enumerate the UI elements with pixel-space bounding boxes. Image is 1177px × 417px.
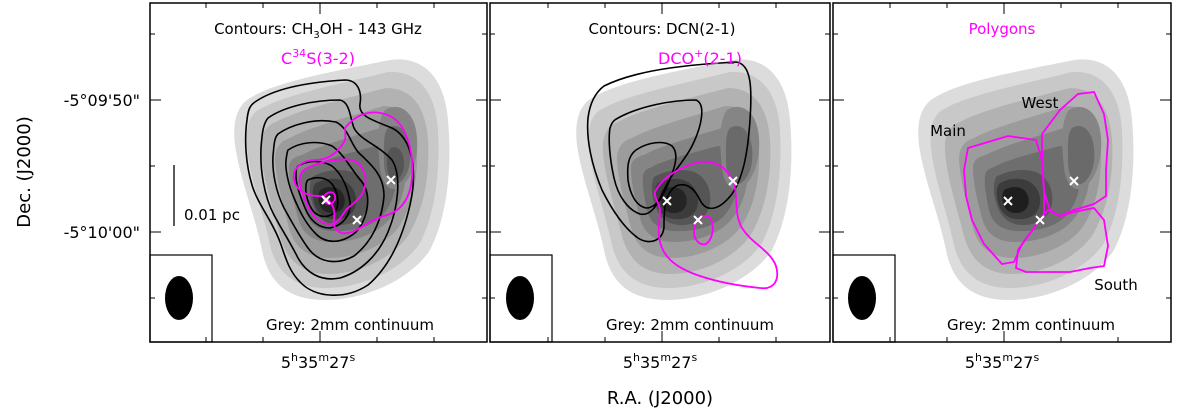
panel-left: 0.01 pc Contours: CH3OH - 143 GHz C34S(3… <box>64 2 488 372</box>
x-tick-label-right: 5h35m27s <box>965 351 1040 372</box>
y-axis-label: Dec. (J2000) <box>14 116 35 227</box>
c34s-contour-1 <box>292 111 414 235</box>
markers-middle <box>662 176 738 225</box>
marker-main-left <box>321 195 331 205</box>
y-tick-label-1: -5°09'50" <box>64 91 140 110</box>
continuum-grey-left <box>234 59 450 301</box>
ch3oh-contour-4 <box>285 141 369 243</box>
ticks-right <box>833 3 1171 342</box>
polygon-west <box>1041 91 1109 218</box>
dco-contour-2 <box>693 214 714 246</box>
beam-ellipse-right <box>848 276 876 320</box>
frame-right <box>832 2 1172 343</box>
ch3oh-contour-6 <box>305 176 339 218</box>
continuum-west-2 <box>725 126 753 185</box>
panel-right: Polygons Main West South Grey: 2mm conti… <box>832 2 1172 372</box>
ch3oh-contour-1 <box>244 79 415 296</box>
dcn-contour-1 <box>586 61 752 243</box>
frame-middle <box>489 2 831 343</box>
dcn-contour-3 <box>626 141 677 209</box>
marker-west-middle <box>728 176 738 186</box>
background-label-middle: Grey: 2mm continuum <box>606 316 774 334</box>
region-label-main: Main <box>930 122 966 140</box>
marker-south-right <box>1035 215 1045 225</box>
marker-south-middle <box>693 215 703 225</box>
continuum-west-3 <box>387 147 404 180</box>
contour-label-polygons: Polygons <box>969 20 1036 38</box>
beam-ellipse-middle <box>506 276 534 320</box>
region-label-south: South <box>1094 276 1138 294</box>
markers-left <box>321 175 396 225</box>
contour-label-dco: DCO+(2-1) <box>658 47 742 68</box>
continuum-level-9 <box>1002 187 1029 213</box>
ch3oh-contour-5 <box>295 160 351 229</box>
marker-main-right <box>1003 196 1013 206</box>
ch3oh-contour-2 <box>260 99 399 280</box>
region-label-west: West <box>1022 94 1059 112</box>
c34s-contours <box>292 111 414 235</box>
dco-contour-1 <box>653 160 779 290</box>
continuum-grey-right <box>918 59 1134 301</box>
polygon-regions <box>963 91 1109 273</box>
marker-west-right <box>1069 176 1079 186</box>
x-axis-label: R.A. (J2000) <box>607 388 713 409</box>
contour-label-dcn: Contours: DCN(2-1) <box>589 20 736 38</box>
contour-label-c34s: C34S(3-2) <box>281 47 355 68</box>
continuum-west-2 <box>1067 126 1095 185</box>
contour-label-ch3oh: Contours: CH3OH - 143 GHz <box>214 20 422 41</box>
frame-left <box>149 2 488 343</box>
continuum-level-9 <box>318 187 345 213</box>
background-label-right: Grey: 2mm continuum <box>947 316 1115 334</box>
ticks-left <box>150 3 487 342</box>
scalebar-label: 0.01 pc <box>184 206 240 224</box>
marker-main-middle <box>662 196 672 206</box>
c34s-contour-2 <box>298 158 367 225</box>
marker-south-left <box>352 215 362 225</box>
x-tick-label-middle: 5h35m27s <box>623 351 698 372</box>
scalebar: 0.01 pc <box>173 165 240 226</box>
continuum-level-9 <box>660 187 687 213</box>
ticks-middle <box>490 3 830 342</box>
background-label-left: Grey: 2mm continuum <box>266 316 434 334</box>
continuum-grey-middle <box>576 59 792 301</box>
marker-west-left <box>386 175 396 185</box>
panel-middle: Contours: DCN(2-1) DCO+(2-1) Grey: 2mm c… <box>489 2 831 372</box>
dcn-contours <box>586 61 752 243</box>
c34s-contour-3 <box>322 191 337 205</box>
polygon-south <box>1015 207 1109 273</box>
beam-ellipse-left <box>165 276 193 320</box>
y-tick-label-2: -5°10'00" <box>64 223 140 242</box>
x-tick-label-left: 5h35m27s <box>281 351 356 372</box>
dco-contours <box>653 160 779 290</box>
dcn-contour-2 <box>608 99 703 216</box>
markers-right <box>1003 176 1079 225</box>
